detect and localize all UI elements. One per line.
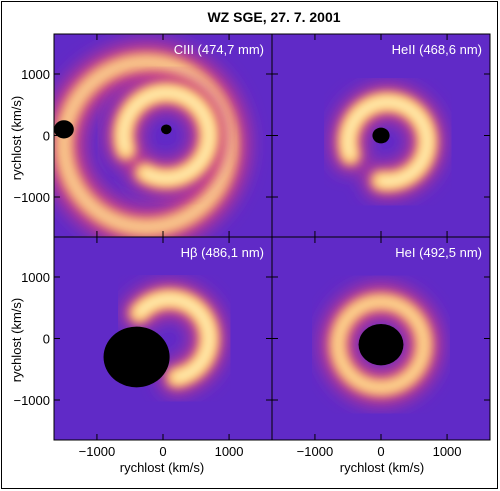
x-tick-label: 1000 <box>433 444 462 459</box>
panel-background <box>54 237 272 440</box>
y-axis-label-bottom: rychlost (km/s) <box>9 298 24 383</box>
y-axis-label-top: rychlost (km/s) <box>9 96 24 181</box>
panels-group: CIII (474,7 mm) HeII (468,6 nm) Hβ (486,1 … <box>53 33 491 441</box>
x-tick-label: 0 <box>159 444 166 459</box>
chart-title: WZ SGE, 27. 7. 2001 <box>207 9 340 25</box>
arc-core <box>118 88 214 183</box>
y-tick-label: 0 <box>43 332 50 347</box>
absorption-spot <box>358 323 404 366</box>
panel-label: HeII (468,6 nm) <box>392 42 482 57</box>
y-tick-label: 1000 <box>21 270 50 285</box>
y-tick-label: 1000 <box>21 67 50 82</box>
y-tick-label: −1000 <box>13 393 50 408</box>
absorption-spot <box>372 127 390 144</box>
y-tick-label: 0 <box>43 129 50 144</box>
panel-top-left <box>54 34 272 237</box>
panel-label: CIII (474,7 mm) <box>174 42 264 57</box>
panel-label: HeI (492,5 nm) <box>395 245 482 260</box>
y-tick-label: −1000 <box>13 190 50 205</box>
x-tick-label: −1000 <box>297 444 334 459</box>
x-tick-label: 0 <box>377 444 384 459</box>
ring-core <box>60 58 233 232</box>
arc-core <box>343 97 432 186</box>
ring-core <box>334 298 428 391</box>
panel-top-right <box>272 34 490 237</box>
panel-bottom-left <box>54 237 272 440</box>
x-axis-label-right: rychlost (km/s) <box>340 460 425 475</box>
arc-core <box>134 294 214 382</box>
absorption-spot <box>54 120 74 139</box>
x-tick-label: 1000 <box>215 444 244 459</box>
x-axis-label-left: rychlost (km/s) <box>120 460 205 475</box>
panel-haze <box>54 237 272 440</box>
absorption-spot <box>161 124 172 135</box>
panel-label: Hβ (486,1 nm) <box>181 245 264 260</box>
panel-bottom-right <box>272 237 490 440</box>
absorption-spot <box>103 326 170 388</box>
x-tick-label: −1000 <box>79 444 116 459</box>
axes-group: 1000 0 −1000 −1000 0 1000 1000 0 −1000 −1000 0 1000 <box>13 34 490 459</box>
